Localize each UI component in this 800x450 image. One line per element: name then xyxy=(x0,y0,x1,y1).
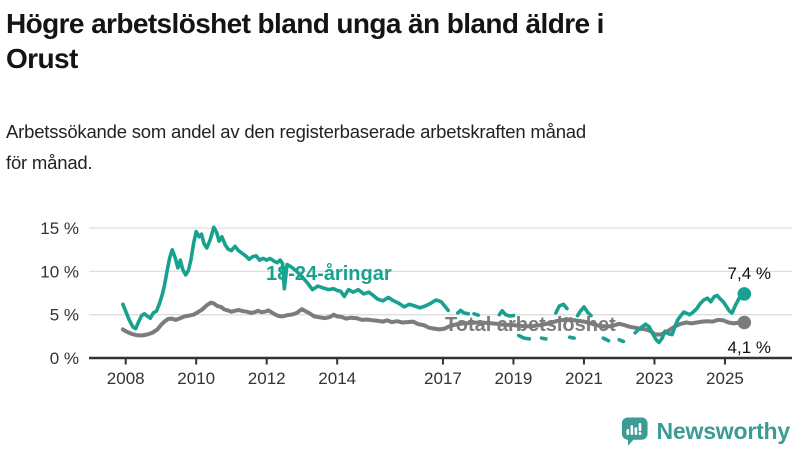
bar-3 xyxy=(634,427,637,435)
grid-layer xyxy=(89,227,792,316)
exclamation-dot xyxy=(637,432,641,436)
x-tick-label: 2021 xyxy=(565,369,603,388)
y-tick-label: 5 % xyxy=(50,306,79,325)
x-tick-label: 2012 xyxy=(248,369,286,388)
bar-2 xyxy=(630,425,633,435)
x-tick-label: 2008 xyxy=(107,369,145,388)
x-tick-label: 2025 xyxy=(706,369,744,388)
x-tick-label: 2023 xyxy=(636,369,674,388)
end-value-label-total: 4,1 % xyxy=(728,338,771,357)
title-line-2: Orust xyxy=(6,43,78,74)
newsworthy-bubble-chart-icon xyxy=(621,417,648,446)
newsworthy-wordmark: Newsworthy xyxy=(656,418,791,444)
series-end-dot-young xyxy=(737,287,752,301)
x-tick-label: 2017 xyxy=(424,369,462,388)
y-tick-label: 10 % xyxy=(40,262,79,281)
y-tick-label: 0 % xyxy=(50,349,79,368)
x-tick-label: 2010 xyxy=(177,369,215,388)
end-value-label-young: 7,4 % xyxy=(728,264,771,283)
bar-1 xyxy=(625,428,629,435)
x-tick-label: 2014 xyxy=(318,369,356,388)
page-title: Högre arbetslöshet bland unga än bland ä… xyxy=(6,6,800,76)
series-layer xyxy=(120,225,752,345)
axis-layer: 0 % 5 % 10 % 15 % 2008 2010 2012 2014 2017 2019 20… xyxy=(40,219,792,388)
series-label-total: Total arbetslöshet xyxy=(445,314,616,336)
exclamation-bar xyxy=(638,422,641,432)
label-layer: 18-24-åringar Total arbetslöshet 7,4 % 4… xyxy=(266,262,771,357)
subtitle-line-2: för månad. xyxy=(6,152,93,173)
series-label-young: 18-24-åringar xyxy=(266,262,392,285)
chart-subtitle: Arbetssökande som andel av den registerb… xyxy=(6,116,800,178)
series-end-dot-total xyxy=(737,315,752,330)
subtitle-line-1: Arbetssökande som andel av den registerb… xyxy=(6,121,586,142)
newsworthy-logo: Newsworthy xyxy=(620,416,790,447)
x-tick-label: 2019 xyxy=(495,369,533,388)
title-line-1: Högre arbetslöshet bland unga än bland ä… xyxy=(6,8,604,39)
y-tick-label: 15 % xyxy=(40,219,79,238)
series-line-young xyxy=(121,225,747,345)
